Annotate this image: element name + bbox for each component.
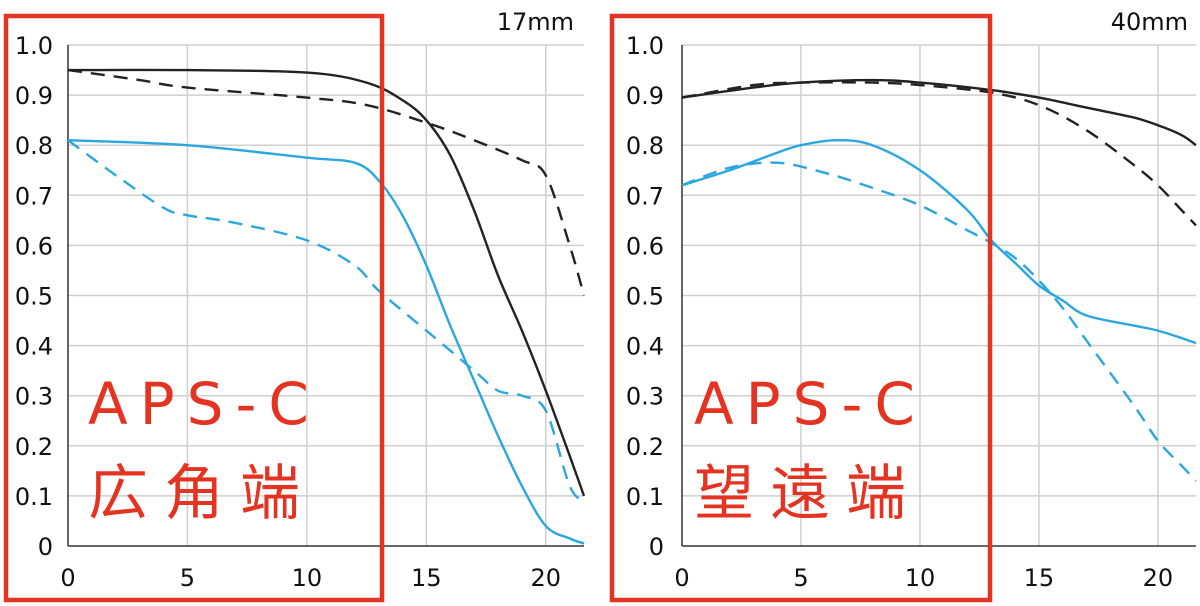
highlight-box [3,13,385,603]
x-tick-label: 20 [531,564,562,592]
grid [68,44,584,546]
y-tick-label: 0.3 [15,383,53,411]
y-tick-label: 1.0 [626,32,664,60]
y-tick-label: 0.8 [626,132,664,160]
y-tick-label: 0.7 [15,182,53,210]
x-tick-label: 0 [674,564,689,592]
x-tick-label: 10 [905,564,936,592]
y-tick-label: 0.1 [15,483,53,511]
y-tick-label: 1.0 [15,32,53,60]
x-tick-label: 0 [60,564,75,592]
chart-title: 40mm [1111,8,1188,36]
series-line-dashed-blue [67,139,585,502]
overlay-label-range: 望遠端 [694,459,922,529]
series-line-solid-black [67,68,586,497]
series-line-dashed-black [67,68,586,296]
y-tick-label: 0.4 [15,333,53,361]
y-tick-label: 0.4 [626,333,664,361]
y-tick-label: 0.2 [15,433,53,461]
overlay-label-aps-c: APS-C [88,370,321,438]
chart-panel-40mm: 0 0.1 0.2 0.3 0.4 0.5 0.6 0.7 0.8 0.9 1.0 0 5 10 15 20 4… [609,8,1197,603]
y-tick-label: 0.3 [626,383,664,411]
overlay-label-range: 広角端 [88,459,316,529]
highlight-box [609,13,993,603]
y-tick-label: 0.2 [626,433,664,461]
y-tick-label: 0 [649,533,664,561]
y-tick-label: 0 [38,533,53,561]
series-line-dashed-blue [681,161,1197,482]
y-tick-label: 0.7 [626,182,664,210]
x-tick-label: 5 [793,564,808,592]
y-tick-label: 0.9 [626,82,664,110]
y-tick-label: 0.9 [15,82,53,110]
y-tick-label: 0.6 [15,232,53,260]
y-tick-label: 0.1 [626,483,664,511]
overlay-label-aps-c: APS-C [694,370,927,438]
chart-panel-17mm: 0 0.1 0.2 0.3 0.4 0.5 0.6 0.7 0.8 0.9 1.0 0 5 10 15 20 1… [3,8,586,603]
y-tick-label: 0.5 [15,283,53,311]
series-line-dashed-black [681,81,1197,227]
series-line-solid-black [681,78,1197,147]
x-tick-label: 10 [292,564,323,592]
series-line-solid-blue [681,139,1197,345]
x-tick-label: 15 [1024,564,1055,592]
grid [682,44,1196,546]
y-tick-label: 0.6 [626,232,664,260]
x-tick-label: 20 [1143,564,1174,592]
x-tick-label: 15 [411,564,442,592]
y-tick-label: 0.5 [626,283,664,311]
y-tick-label: 0.8 [15,132,53,160]
x-tick-label: 5 [180,564,195,592]
series-line-solid-blue [67,139,585,545]
chart-title: 17mm [497,8,574,36]
